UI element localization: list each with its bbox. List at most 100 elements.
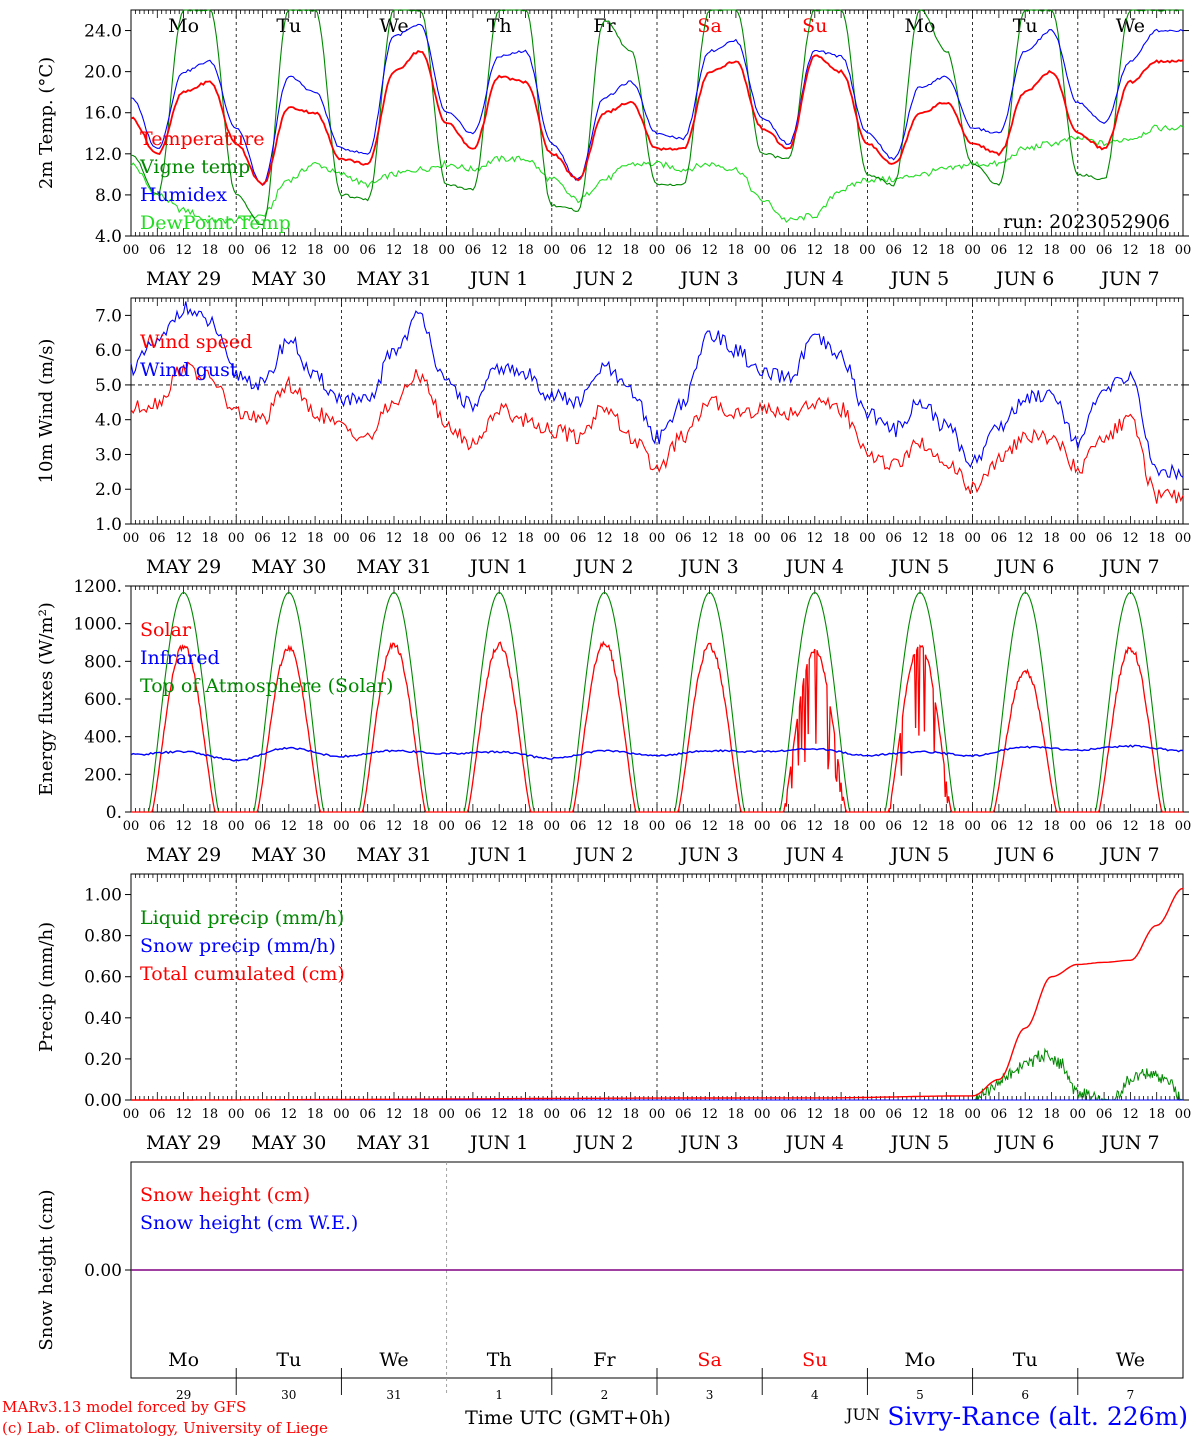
hour-tick-label: 18 — [622, 1107, 639, 1122]
hour-tick-label: 12 — [1122, 531, 1139, 546]
date-label: JUN 4 — [784, 844, 844, 866]
day-name-top: We — [379, 15, 408, 37]
hour-tick-label: 12 — [1122, 819, 1139, 834]
hour-tick-label: 18 — [1043, 243, 1060, 258]
y-tick-label: 0.00 — [84, 1091, 122, 1111]
y-tick-label: 1200. — [73, 577, 122, 597]
y-tick-label: 1.0 — [95, 515, 122, 535]
hour-tick-label: 18 — [622, 243, 639, 258]
date-label: MAY 29 — [146, 844, 221, 866]
date-label: JUN 7 — [1099, 844, 1159, 866]
hour-tick-label: 12 — [175, 531, 192, 546]
hour-tick-label: 00 — [964, 819, 981, 834]
day-name-bottom: Su — [802, 1349, 827, 1371]
legend-entry: Solar — [140, 619, 192, 641]
day-name-top: Su — [802, 15, 827, 37]
hour-tick-label: 18 — [1148, 243, 1165, 258]
hour-tick-label: 12 — [491, 1107, 508, 1122]
hour-tick-label: 18 — [938, 819, 955, 834]
y-tick-label: 1.00 — [84, 886, 122, 906]
legend-entry: Snow precip (mm/h) — [140, 935, 336, 957]
hour-tick-label: 06 — [570, 531, 587, 546]
hour-tick-label: 06 — [149, 531, 166, 546]
hour-tick-label: 06 — [1096, 819, 1113, 834]
hour-tick-label: 18 — [833, 243, 850, 258]
hour-tick-label: 00 — [649, 819, 666, 834]
date-label: MAY 30 — [251, 556, 326, 578]
hour-tick-label: 00 — [228, 819, 245, 834]
day-name-top: Mo — [168, 15, 199, 37]
hour-tick-label: 18 — [517, 819, 534, 834]
date-label: JUN 6 — [994, 1132, 1054, 1154]
hour-tick-label: 06 — [465, 819, 482, 834]
day-name-bottom: Tu — [276, 1349, 301, 1371]
hour-tick-label: 18 — [1148, 819, 1165, 834]
hour-tick-label: 00 — [123, 1107, 140, 1122]
hour-tick-label: 00 — [859, 531, 876, 546]
day-number: 7 — [1127, 1388, 1135, 1402]
hour-tick-label: 12 — [912, 1107, 929, 1122]
hour-tick-label: 12 — [281, 1107, 298, 1122]
day-name-bottom: Th — [487, 1349, 512, 1371]
hour-tick-label: 00 — [438, 1107, 455, 1122]
day-name-top: Tu — [276, 15, 301, 37]
y-tick-label: 24.0 — [84, 22, 122, 42]
hour-tick-label: 00 — [649, 1107, 666, 1122]
hour-tick-label: 12 — [386, 819, 403, 834]
date-label: MAY 31 — [356, 844, 431, 866]
hour-tick-label: 12 — [596, 819, 613, 834]
date-label: JUN 4 — [784, 556, 844, 578]
series-dewpoint-temp — [130, 124, 1184, 225]
y-tick-label: 5.0 — [95, 376, 122, 396]
hour-tick-label: 12 — [701, 819, 718, 834]
month-label: JUN — [844, 1405, 880, 1424]
date-label: JUN 7 — [1099, 1132, 1159, 1154]
hour-tick-label: 12 — [281, 819, 298, 834]
date-label: JUN 5 — [889, 844, 949, 866]
hour-tick-label: 06 — [149, 243, 166, 258]
y-axis-label-2: Energy fluxes (W/m²) — [36, 602, 57, 796]
hour-tick-label: 12 — [1017, 531, 1034, 546]
date-label: JUN 3 — [678, 844, 738, 866]
series-temperature — [130, 50, 1184, 187]
hour-tick-label: 00 — [1070, 531, 1087, 546]
hour-tick-label: 18 — [412, 531, 429, 546]
hour-tick-label: 00 — [333, 1107, 350, 1122]
hour-tick-label: 06 — [885, 1107, 902, 1122]
date-label: MAY 29 — [146, 1132, 221, 1154]
hour-tick-label: 00 — [754, 531, 771, 546]
hour-tick-label: 12 — [1017, 819, 1034, 834]
legend-entry: Liquid precip (mm/h) — [140, 907, 344, 929]
hour-tick-label: 00 — [228, 1107, 245, 1122]
date-label: JUN 1 — [468, 844, 528, 866]
y-axis-label-4: Snow height (cm) — [36, 1189, 57, 1350]
y-tick-label: 0.80 — [84, 927, 122, 947]
hour-tick-label: 12 — [1122, 1107, 1139, 1122]
date-label: MAY 31 — [356, 1132, 431, 1154]
legend-entry: Wind gust — [140, 359, 238, 381]
hour-tick-label: 18 — [412, 243, 429, 258]
y-tick-label: 4.0 — [95, 227, 122, 247]
hour-tick-label: 12 — [386, 531, 403, 546]
hour-tick-label: 12 — [807, 531, 824, 546]
hour-tick-label: 06 — [780, 243, 797, 258]
hour-tick-label: 00 — [228, 531, 245, 546]
y-tick-label: 0.40 — [84, 1009, 122, 1029]
hour-tick-label: 18 — [202, 531, 219, 546]
station-title: Sivry-Rance (alt. 226m) — [887, 1402, 1188, 1431]
hour-tick-label: 06 — [465, 531, 482, 546]
hour-tick-label: 12 — [912, 531, 929, 546]
hour-tick-label: 06 — [1096, 1107, 1113, 1122]
series-wind-gust — [130, 301, 1184, 481]
hour-tick-label: 00 — [1175, 1107, 1192, 1122]
date-label: JUN 6 — [994, 268, 1054, 290]
y-axis-label-0: 2m Temp. (°C) — [36, 57, 57, 189]
hour-tick-label: 12 — [386, 1107, 403, 1122]
hour-tick-label: 00 — [1070, 819, 1087, 834]
date-label: JUN 5 — [889, 1132, 949, 1154]
series-infrared — [130, 744, 1184, 762]
hour-tick-label: 00 — [123, 243, 140, 258]
date-label: JUN 3 — [678, 268, 738, 290]
date-label: MAY 31 — [356, 556, 431, 578]
legend-entry: Vigne temp — [139, 156, 250, 178]
